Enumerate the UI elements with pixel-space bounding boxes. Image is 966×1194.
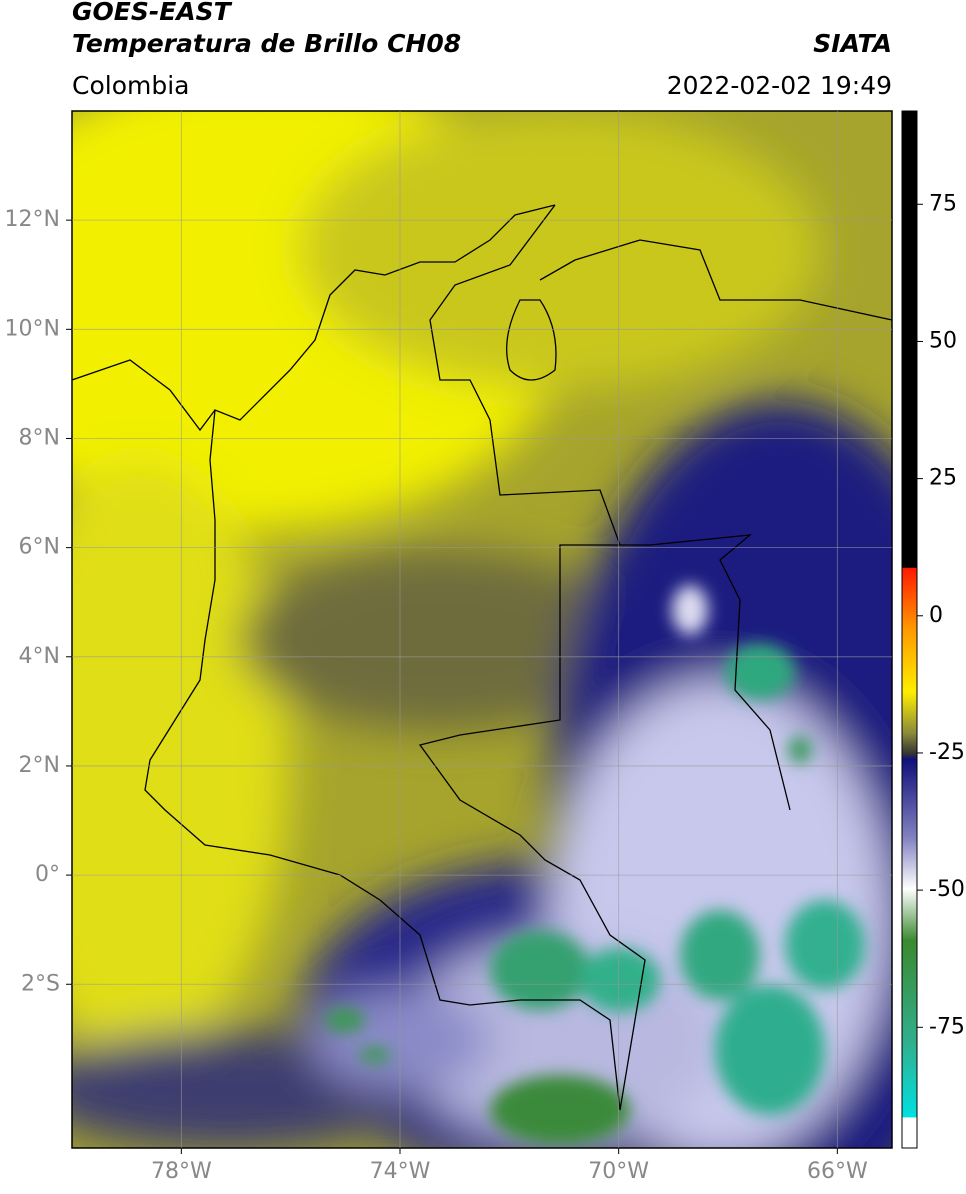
y-tick-label: 0° xyxy=(35,862,60,887)
colorbar-tick-label: 0 xyxy=(929,603,943,628)
colorbar-tick-label: 50 xyxy=(929,328,957,353)
map-frame xyxy=(71,110,893,1149)
title: GOES-EAST xyxy=(72,0,233,26)
y-tick-label: 8°N xyxy=(19,425,60,450)
subtitle: Temperatura de Brillo CH08 xyxy=(72,29,461,58)
y-tick-label: 6°N xyxy=(19,535,60,560)
lake-maracaibo xyxy=(506,299,557,381)
colorbar-tick-label: -25 xyxy=(929,740,965,765)
x-tick-label: 70°W xyxy=(588,1159,649,1184)
colorbar-tick-label: -75 xyxy=(929,1014,965,1039)
source: SIATA xyxy=(813,29,892,58)
colorbar-tick-label: 25 xyxy=(929,466,957,491)
coastline xyxy=(72,359,216,432)
y-tick-label: 10°N xyxy=(5,316,60,341)
y-tick-label: 4°N xyxy=(19,644,60,669)
y-tick-label: 2°N xyxy=(19,753,60,778)
datetime: 2022-02-02 19:49 xyxy=(667,71,892,100)
satellite-image xyxy=(72,111,892,1148)
country-border xyxy=(429,204,621,546)
coastline xyxy=(539,239,892,321)
colorbar-tick-label: -50 xyxy=(929,877,965,902)
region: Colombia xyxy=(72,71,189,100)
y-tick-label: 2°S xyxy=(21,971,60,996)
x-tick-label: 78°W xyxy=(151,1159,212,1184)
y-tick-label: 12°N xyxy=(5,207,60,232)
country-border xyxy=(144,204,791,1111)
colorbar-tick-label: 75 xyxy=(929,191,957,216)
x-tick-label: 66°W xyxy=(807,1159,868,1184)
x-tick-label: 74°W xyxy=(370,1159,431,1184)
colorbar xyxy=(901,110,918,1149)
